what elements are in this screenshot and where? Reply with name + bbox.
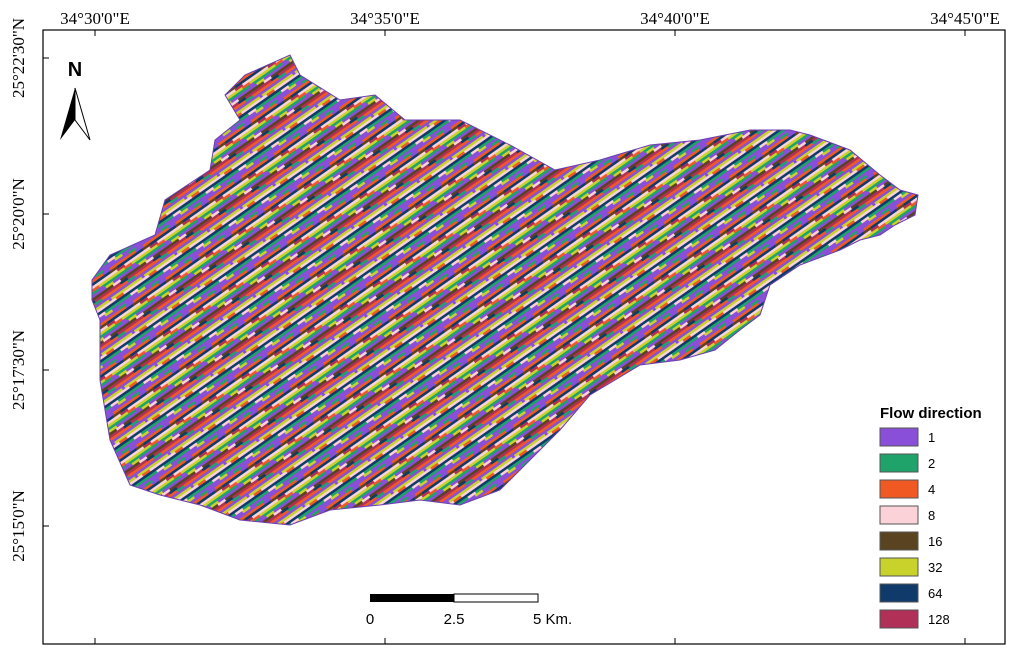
legend-swatch [880, 480, 918, 498]
scale-label: 5 Km. [533, 611, 572, 628]
longitude-label: 34°30'0"E [60, 9, 130, 28]
legend-swatch [880, 558, 918, 576]
latitude-label: 25°17'30"N [9, 330, 28, 410]
scale-labels: 0 2.5 5 Km. [366, 611, 572, 628]
legend-label: 32 [928, 560, 942, 575]
north-arrow [75, 88, 90, 140]
north-arrow [60, 88, 75, 140]
map-figure: N Flow direction 1 2 4 8 16 32 64 128 0 2.5 5 Km.… [0, 0, 1015, 649]
legend-swatch [880, 506, 918, 524]
legend-label: 128 [928, 612, 950, 627]
latitude-label: 25°20'0"N [9, 178, 28, 250]
legend-swatch [880, 454, 918, 472]
scale-bar [370, 594, 454, 602]
scale-label: 2.5 [444, 611, 465, 628]
legend-swatch [880, 584, 918, 602]
legend-label: 1 [928, 430, 935, 445]
legend: 1 2 4 8 16 32 64 128 [880, 428, 950, 628]
north-label: N [68, 59, 82, 81]
watershed [92, 55, 918, 525]
scale-label: 0 [366, 611, 374, 628]
legend-label: 2 [928, 456, 935, 471]
legend-swatch [880, 610, 918, 628]
legend-label: 64 [928, 586, 942, 601]
latitude-label: 25°15'0"N [9, 490, 28, 562]
legend-label: 16 [928, 534, 942, 549]
scale-bar [454, 594, 538, 602]
legend-label: 4 [928, 482, 935, 497]
legend-swatch [880, 532, 918, 550]
longitude-label: 34°40'0"E [640, 9, 710, 28]
latitude-label: 25°22'30"N [9, 18, 28, 98]
legend-swatch [880, 428, 918, 446]
legend-title: Flow direction [880, 405, 982, 422]
longitude-label: 34°45'0"E [930, 9, 1000, 28]
longitude-label: 34°35'0"E [350, 9, 420, 28]
legend-label: 8 [928, 508, 935, 523]
